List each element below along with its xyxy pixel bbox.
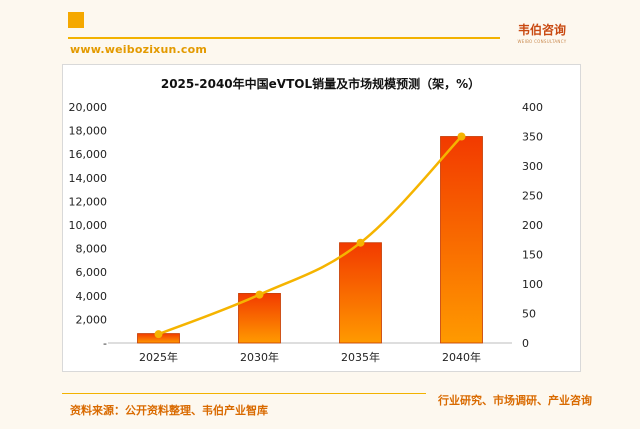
right-tick-label: 0 bbox=[522, 337, 529, 350]
x-tick-label: 2030年 bbox=[240, 350, 279, 364]
left-tick-label: 2,000 bbox=[76, 313, 108, 326]
left-tick-label: 18,000 bbox=[69, 125, 108, 138]
left-tick-label: 4,000 bbox=[76, 290, 108, 303]
left-tick-label: 14,000 bbox=[69, 172, 108, 185]
x-tick-label: 2025年 bbox=[139, 350, 178, 364]
chart-title: 2025-2040年中国eVTOL销量及市场规模预测（架，%） bbox=[160, 77, 481, 91]
line-series bbox=[154, 132, 466, 339]
left-tick-label: 16,000 bbox=[69, 148, 108, 161]
right-tick-label: 250 bbox=[522, 190, 543, 203]
brand-logo: 韦伯咨询 WEIBO CONSULTANCY bbox=[512, 21, 572, 44]
x-axis-ticks: 2025年 2030年 2035年 2040年 bbox=[139, 350, 481, 364]
left-tick-label: 12,000 bbox=[69, 195, 108, 208]
chart-card bbox=[62, 64, 581, 372]
left-tick-label: 10,000 bbox=[69, 219, 108, 232]
line-point bbox=[154, 330, 163, 339]
right-tick-label: 400 bbox=[522, 101, 543, 114]
bar bbox=[339, 242, 382, 344]
line-point bbox=[356, 238, 365, 247]
left-axis-ticks: - 2,000 4,000 6,000 8,000 10,000 12,000 14,000 1… bbox=[69, 101, 108, 350]
left-tick-label: 6,000 bbox=[76, 266, 108, 279]
left-tick-label: 8,000 bbox=[76, 243, 108, 256]
left-tick-label: - bbox=[103, 337, 107, 350]
brand-name: 韦伯咨询 bbox=[517, 23, 566, 37]
left-tick-label: 20,000 bbox=[69, 101, 108, 114]
header-accent-square bbox=[68, 12, 84, 28]
right-tick-label: 200 bbox=[522, 219, 543, 232]
x-tick-label: 2040年 bbox=[442, 350, 481, 364]
right-tick-label: 50 bbox=[522, 308, 536, 321]
source-note: 资料来源：公开资料整理、韦伯产业智库 bbox=[70, 404, 268, 417]
line-point bbox=[457, 132, 466, 141]
site-url: www.weibozixun.com bbox=[70, 43, 208, 56]
right-axis-ticks: 0 50 100 150 200 250 300 350 400 bbox=[522, 101, 543, 350]
right-tick-label: 300 bbox=[522, 160, 543, 173]
footer-tagline: 行业研究、市场调研、产业咨询 bbox=[438, 394, 592, 407]
right-tick-label: 100 bbox=[522, 278, 543, 291]
series-line bbox=[158, 135, 463, 336]
x-tick-label: 2035年 bbox=[341, 350, 380, 364]
bar bbox=[440, 136, 483, 344]
line-point bbox=[255, 290, 264, 299]
header-rule bbox=[68, 37, 500, 39]
right-tick-label: 150 bbox=[522, 249, 543, 262]
bar-series bbox=[137, 136, 483, 344]
right-tick-label: 350 bbox=[522, 131, 543, 144]
footer-rule bbox=[62, 393, 426, 394]
brand-subtitle: WEIBO CONSULTANCY bbox=[517, 39, 567, 44]
